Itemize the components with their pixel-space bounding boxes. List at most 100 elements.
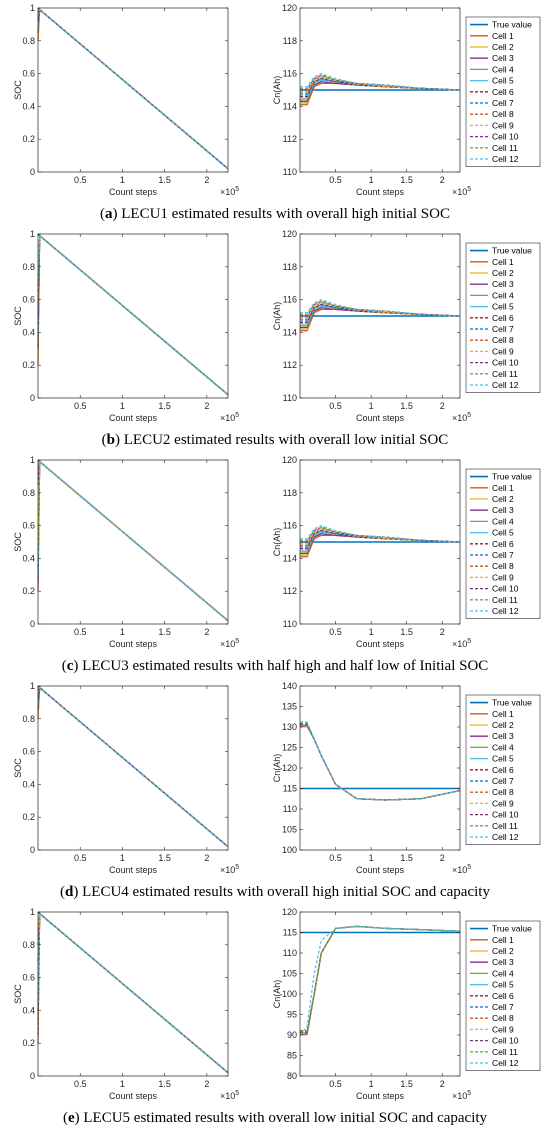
x-tick-label: 1.5 bbox=[158, 401, 171, 411]
legend-label: Cell 4 bbox=[492, 64, 514, 74]
y-tick-label: 0.6 bbox=[22, 973, 35, 983]
x-tick-label: 1 bbox=[369, 1079, 374, 1089]
x-axis-label: Count steps bbox=[356, 413, 405, 423]
caption: (c) LECU3 estimated results with half hi… bbox=[62, 658, 489, 674]
y-tick-label: 1 bbox=[30, 455, 35, 465]
x-multiplier-base: ×10 bbox=[452, 1091, 467, 1101]
chart: 0 0.2 0.4 0.6 0.8 1 0.5 1 1.5 2 Count steps SOC ×105 bbox=[13, 3, 239, 197]
caption: (e) LECU5 estimated results with overall… bbox=[63, 1110, 488, 1126]
legend-box bbox=[465, 16, 541, 167]
x-tick-label: 2 bbox=[204, 1079, 209, 1089]
y-tick-label: 95 bbox=[287, 1010, 297, 1020]
y-tick-label: 112 bbox=[283, 134, 297, 144]
x-tick-label: 2 bbox=[204, 627, 209, 637]
y-tick-label: 118 bbox=[283, 262, 297, 272]
legend-box bbox=[465, 468, 541, 619]
series-line bbox=[300, 524, 461, 543]
y-tick-label: 125 bbox=[282, 743, 297, 753]
x-multiplier: ×105 bbox=[452, 412, 471, 423]
caption-part: ( bbox=[102, 432, 107, 448]
y-tick-label: 105 bbox=[282, 969, 297, 979]
legend-label: Cell 5 bbox=[492, 528, 514, 538]
y-axis-label: Cn(Ah) bbox=[272, 980, 282, 1009]
y-axis-label: Cn(Ah) bbox=[272, 528, 282, 557]
y-tick-label: 85 bbox=[287, 1051, 297, 1061]
legend-label: Cell 1 bbox=[492, 31, 514, 41]
caption-part: b bbox=[107, 432, 115, 448]
legend-label: Cell 12 bbox=[492, 1058, 519, 1068]
legend-label: Cell 12 bbox=[492, 606, 519, 616]
x-tick-label: 1.5 bbox=[400, 1079, 413, 1089]
x-multiplier-exponent: 5 bbox=[235, 186, 239, 193]
axes-box bbox=[37, 233, 229, 399]
legend-label: Cell 6 bbox=[492, 539, 514, 549]
legend-box bbox=[465, 242, 541, 393]
y-tick-label: 0.4 bbox=[22, 779, 35, 789]
x-tick-label: 1 bbox=[120, 1079, 125, 1089]
y-tick-label: 120 bbox=[282, 455, 297, 465]
caption-part: d bbox=[65, 884, 74, 900]
x-tick-label: 1 bbox=[120, 853, 125, 863]
y-tick-label: 120 bbox=[282, 763, 297, 773]
x-tick-label: 2 bbox=[204, 401, 209, 411]
chart: 110 112 114 116 118 120 0.5 1 1.5 2 Count steps Cn(… bbox=[272, 229, 541, 423]
legend-label: Cell 11 bbox=[492, 369, 518, 379]
x-multiplier-base: ×10 bbox=[220, 639, 235, 649]
x-multiplier: ×105 bbox=[452, 1090, 471, 1101]
y-tick-label: 120 bbox=[282, 229, 297, 239]
series-line bbox=[37, 912, 229, 1074]
y-tick-label: 0.8 bbox=[22, 488, 35, 498]
y-tick-label: 90 bbox=[287, 1030, 297, 1040]
y-tick-label: 0.4 bbox=[22, 327, 35, 337]
legend-label: Cell 12 bbox=[492, 832, 519, 842]
legend-label: Cell 5 bbox=[492, 76, 514, 86]
legend-label: Cell 3 bbox=[492, 957, 514, 967]
legend-label: Cell 9 bbox=[492, 798, 514, 808]
x-tick-label: 2 bbox=[204, 175, 209, 185]
legend-label: Cell 11 bbox=[492, 595, 518, 605]
y-axis-label: Cn(Ah) bbox=[272, 76, 282, 105]
x-multiplier-base: ×10 bbox=[452, 865, 467, 875]
y-tick-label: 1 bbox=[30, 681, 35, 691]
y-tick-label: 0.6 bbox=[22, 295, 35, 305]
y-tick-label: 0.2 bbox=[22, 360, 35, 370]
series-line bbox=[38, 9, 229, 170]
axes-box bbox=[37, 685, 229, 851]
x-tick-label: 1.5 bbox=[400, 175, 413, 185]
x-tick-label: 0.5 bbox=[329, 1079, 342, 1089]
legend-box bbox=[465, 920, 541, 1071]
x-axis-label: Count steps bbox=[356, 187, 405, 197]
series-line bbox=[37, 460, 229, 622]
axes-box bbox=[37, 7, 229, 173]
caption-part: ) LECU2 estimated results with overall l… bbox=[115, 432, 448, 448]
chart: 0 0.2 0.4 0.6 0.8 1 0.5 1 1.5 2 Count steps SOC ×105 bbox=[13, 229, 239, 423]
x-multiplier: ×105 bbox=[220, 864, 239, 875]
legend-label: Cell 10 bbox=[492, 584, 519, 594]
y-tick-label: 0.4 bbox=[22, 1005, 35, 1015]
legend-box bbox=[465, 694, 541, 845]
legend-label: Cell 8 bbox=[492, 787, 514, 797]
y-tick-label: 0.8 bbox=[22, 940, 35, 950]
legend-label: Cell 4 bbox=[492, 968, 514, 978]
x-multiplier-base: ×10 bbox=[452, 639, 467, 649]
x-multiplier-exponent: 5 bbox=[235, 638, 239, 645]
legend-label: Cell 12 bbox=[492, 154, 519, 164]
y-tick-label: 112 bbox=[283, 586, 297, 596]
x-tick-label: 1.5 bbox=[400, 401, 413, 411]
x-tick-label: 0.5 bbox=[74, 175, 87, 185]
legend-label: Cell 7 bbox=[492, 324, 514, 334]
y-tick-label: 0.6 bbox=[22, 521, 35, 531]
caption-part: a bbox=[105, 206, 113, 222]
x-multiplier-exponent: 5 bbox=[467, 186, 471, 193]
y-tick-label: 105 bbox=[282, 825, 297, 835]
legend-label: Cell 3 bbox=[492, 279, 514, 289]
legend-label: Cell 10 bbox=[492, 132, 519, 142]
x-tick-label: 1 bbox=[120, 627, 125, 637]
x-tick-label: 0.5 bbox=[74, 627, 87, 637]
y-tick-label: 0 bbox=[30, 167, 35, 177]
x-tick-label: 1 bbox=[120, 401, 125, 411]
y-tick-label: 118 bbox=[283, 488, 297, 498]
x-tick-label: 2 bbox=[204, 853, 209, 863]
x-tick-label: 1.5 bbox=[400, 627, 413, 637]
y-tick-label: 100 bbox=[282, 845, 297, 855]
